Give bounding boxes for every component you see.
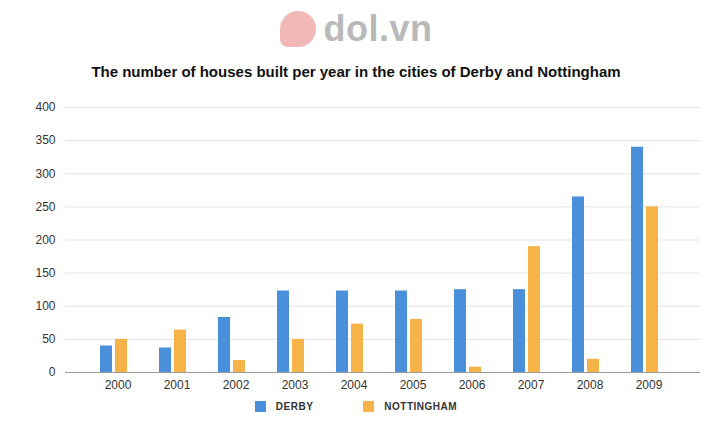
html-text:DERBY: DERBY (275, 400, 314, 412)
html-text:dol.vn: dol.vn (323, 8, 433, 49)
svg-text:2005: 2005 (400, 378, 427, 392)
svg-text:50: 50 (42, 332, 56, 346)
svg-text:0: 0 (49, 365, 56, 379)
svg-text:2008: 2008 (577, 378, 604, 392)
svg-text:300: 300 (35, 167, 55, 181)
svg-text:2000: 2000 (105, 378, 132, 392)
svg-text:2002: 2002 (223, 378, 250, 392)
svg-text:2004: 2004 (341, 378, 368, 392)
html-text:The number of houses built per: The number of houses built per year in t… (91, 63, 621, 80)
svg-text:200: 200 (35, 233, 55, 247)
svg-text:250: 250 (35, 200, 55, 214)
svg-text:350: 350 (35, 133, 55, 147)
svg-text:2007: 2007 (518, 378, 545, 392)
svg-text:2006: 2006 (459, 378, 486, 392)
svg-text:100: 100 (35, 299, 55, 313)
html-text:NOTTINGHAM: NOTTINGHAM (384, 400, 458, 412)
svg-text:2003: 2003 (282, 378, 309, 392)
svg-text:400: 400 (35, 100, 55, 114)
svg-text:2009: 2009 (636, 378, 663, 392)
svg-text:2001: 2001 (164, 378, 191, 392)
svg-text:150: 150 (35, 266, 55, 280)
